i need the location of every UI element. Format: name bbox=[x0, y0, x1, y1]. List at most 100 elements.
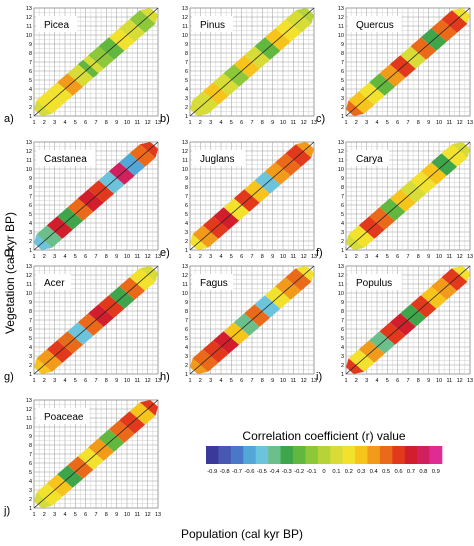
colorbar-tick-label: -0.9 bbox=[207, 469, 217, 475]
x-tick-label: 10 bbox=[124, 254, 130, 260]
y-tick-label: 3 bbox=[29, 354, 32, 360]
y-tick-label: 5 bbox=[185, 336, 188, 342]
y-tick-label: 4 bbox=[29, 345, 32, 351]
panel-title-box bbox=[348, 16, 402, 32]
y-tick-label: 11 bbox=[26, 282, 32, 288]
panel-carya: 1 2 3 4 5 6 7 8 9 10 11 12 1312345678910111213Caryaf… bbox=[316, 140, 473, 260]
y-tick-label: 13 bbox=[338, 264, 344, 270]
y-tick-label: 1 bbox=[185, 114, 188, 120]
x-tick-label: 7 bbox=[250, 254, 253, 260]
x-tick-label: 9 bbox=[115, 120, 118, 126]
y-tick-label: 12 bbox=[182, 149, 188, 155]
x-tick-label: 9 bbox=[271, 254, 274, 260]
y-tick-label: 9 bbox=[29, 42, 32, 48]
colorbar-tick-label: -0.5 bbox=[257, 469, 267, 475]
x-tick-label: 11 bbox=[290, 120, 296, 126]
panel-title-box bbox=[36, 16, 77, 32]
y-tick-label: 8 bbox=[29, 51, 32, 57]
panel-title: Quercus bbox=[356, 20, 394, 31]
y-tick-label: 4 bbox=[185, 345, 188, 351]
y-tick-label: 8 bbox=[185, 185, 188, 191]
x-tick-label: 6 bbox=[240, 254, 243, 260]
y-tick-label: 11 bbox=[182, 24, 188, 30]
x-tick-label: 4 bbox=[63, 512, 66, 518]
x-tick-label: 13 bbox=[467, 254, 473, 260]
one-to-one-line bbox=[33, 399, 159, 509]
y-tick-label: 2 bbox=[341, 239, 344, 245]
one-to-one-line bbox=[33, 7, 159, 117]
y-tick-label: 9 bbox=[29, 434, 32, 440]
x-tick-label: 8 bbox=[261, 254, 264, 260]
panels: 1 2 3 4 5 6 7 8 9 10 11 12 1312345678910111213Piceaa… bbox=[3, 6, 473, 518]
panel-title-box bbox=[36, 408, 90, 424]
colorbar-tick-label: -0.2 bbox=[294, 469, 304, 475]
x-tick-label: 7 bbox=[94, 512, 97, 518]
y-tick-label: 7 bbox=[185, 60, 188, 66]
colorbar-swatch bbox=[367, 446, 381, 464]
colorbar-tick-label: -0.4 bbox=[269, 469, 280, 475]
x-tick-label: 11 bbox=[290, 378, 296, 384]
one-to-one-line bbox=[345, 141, 471, 251]
x-tick-label: 10 bbox=[436, 254, 442, 260]
colorbar-swatch bbox=[417, 446, 430, 464]
y-tick-label: 5 bbox=[29, 212, 32, 218]
y-tick-label: 6 bbox=[29, 203, 32, 209]
y-tick-label: 2 bbox=[29, 239, 32, 245]
x-tick-label: 7 bbox=[94, 378, 97, 384]
y-tick-label: 12 bbox=[26, 15, 32, 21]
x-tick-label: 3 bbox=[209, 120, 212, 126]
y-tick-label: 2 bbox=[29, 497, 32, 503]
x-tick-label: 4 bbox=[63, 120, 66, 126]
x-tick-label: 7 bbox=[406, 120, 409, 126]
y-tick-label: 6 bbox=[185, 203, 188, 209]
x-tick-label: 7 bbox=[94, 120, 97, 126]
x-tick-label: 3 bbox=[53, 378, 56, 384]
y-tick-label: 11 bbox=[26, 158, 32, 164]
y-tick-label: 13 bbox=[182, 264, 188, 270]
y-tick-label: 10 bbox=[26, 291, 32, 297]
x-tick-label: 9 bbox=[115, 512, 118, 518]
x-tick-label: 11 bbox=[134, 378, 140, 384]
x-tick-label: 4 bbox=[63, 378, 66, 384]
colorbar-swatch bbox=[330, 446, 343, 464]
panel-pinus: 1 2 3 4 5 6 7 8 9 10 11 12 1312345678910111213Pinusb… bbox=[160, 6, 317, 126]
x-tick-label: 1 bbox=[32, 120, 35, 126]
y-tick-label: 8 bbox=[185, 309, 188, 315]
y-tick-label: 11 bbox=[338, 282, 344, 288]
x-tick-label: 13 bbox=[311, 254, 317, 260]
x-tick-label: 12 bbox=[301, 120, 307, 126]
x-tick-label: 8 bbox=[105, 378, 108, 384]
y-tick-label: 1 bbox=[185, 248, 188, 254]
y-tick-label: 7 bbox=[29, 318, 32, 324]
x-tick-label: 8 bbox=[261, 120, 264, 126]
y-tick-label: 6 bbox=[185, 327, 188, 333]
x-tick-label: 5 bbox=[386, 254, 389, 260]
x-tick-label: 3 bbox=[365, 120, 368, 126]
one-to-one-line bbox=[345, 265, 471, 375]
x-tick-label: 4 bbox=[219, 254, 222, 260]
x-tick-label: 11 bbox=[446, 254, 452, 260]
x-tick-label: 12 bbox=[457, 254, 463, 260]
x-tick-label: 10 bbox=[436, 378, 442, 384]
panel-title: Acer bbox=[44, 278, 65, 289]
y-tick-label: 1 bbox=[29, 248, 32, 254]
one-to-one-line bbox=[345, 7, 471, 117]
panel-title: Pinus bbox=[200, 20, 225, 31]
x-tick-label: 2 bbox=[43, 378, 46, 384]
panel-title-box bbox=[348, 150, 389, 166]
x-tick-label: 4 bbox=[219, 378, 222, 384]
y-tick-label: 11 bbox=[182, 158, 188, 164]
y-tick-label: 13 bbox=[26, 264, 32, 270]
x-tick-label: 1 bbox=[344, 254, 347, 260]
x-tick-label: 6 bbox=[84, 120, 87, 126]
one-to-one-line bbox=[189, 265, 315, 375]
colorbar-ticks: -0.9 -0.8 -0.7 -0.6 -0.5 -0.4 -0.3 -0.2 -0.1 0 0.1… bbox=[207, 469, 440, 475]
x-tick-label: 13 bbox=[155, 378, 161, 384]
x-tick-label: 6 bbox=[396, 378, 399, 384]
colorbar-tick-label: 0.7 bbox=[407, 469, 415, 475]
x-tick-label: 12 bbox=[145, 378, 151, 384]
y-tick-label: 12 bbox=[26, 149, 32, 155]
x-tick-label: 5 bbox=[74, 512, 77, 518]
x-tick-label: 4 bbox=[375, 378, 378, 384]
